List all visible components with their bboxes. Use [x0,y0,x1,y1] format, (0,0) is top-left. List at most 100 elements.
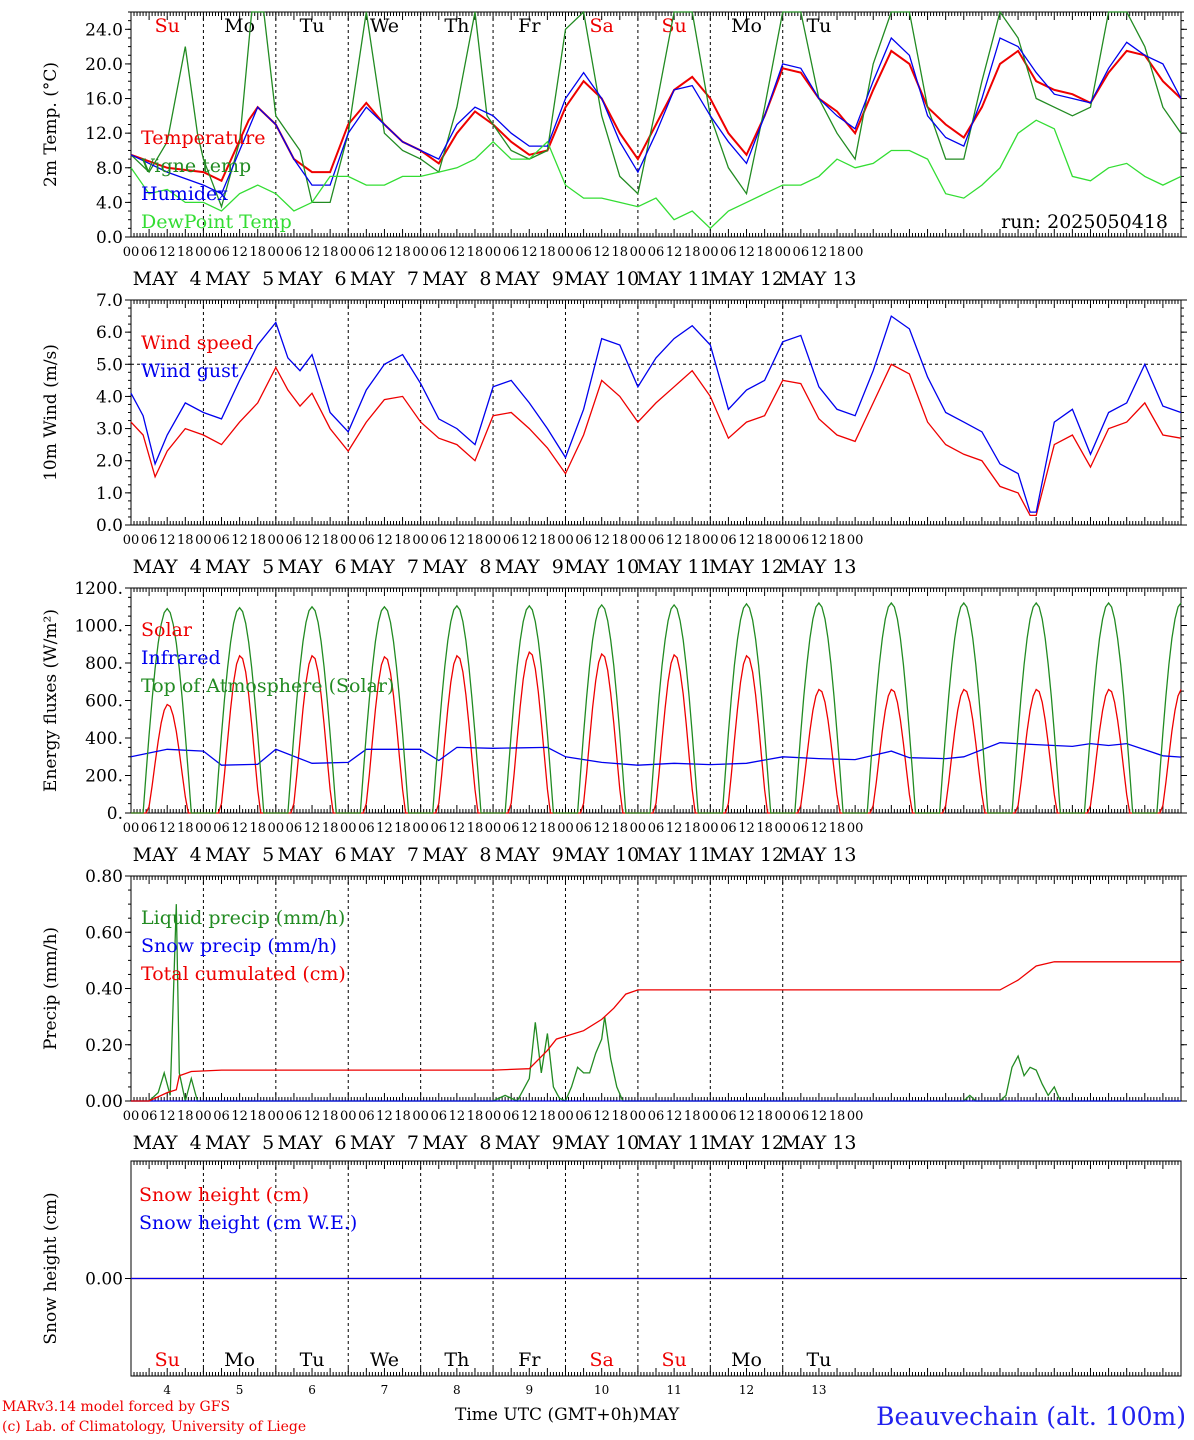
hour-tick-label: 00 [630,533,647,548]
hour-tick-label: 06 [503,245,520,260]
hour-tick-label: 18 [756,1109,773,1124]
legend-entry: Wind speed [141,332,253,354]
legend-entry: Humidex [141,183,228,205]
date-label: MAY 4 [133,844,202,866]
hour-tick-label: 12 [666,1109,683,1124]
date-number: 11 [666,1383,681,1397]
hour-tick-label: 18 [684,245,701,260]
date-number: 13 [811,1383,826,1397]
date-number: 10 [594,1383,609,1397]
hour-tick-label: 18 [394,821,411,836]
hour-tick-label: 12 [159,1109,176,1124]
hour-tick-label: 18 [249,821,266,836]
hour-tick-label: 00 [630,821,647,836]
hour-tick-label: 12 [593,245,610,260]
hour-tick-label: 18 [539,821,556,836]
y-tick-label: 800. [85,654,123,674]
date-label: MAY 6 [277,1132,346,1154]
hour-tick-label: 06 [793,245,810,260]
legend-entry: Solar [141,619,193,641]
y-tick-label: 7.0 [96,291,123,311]
series-line-wind-gust [130,315,1182,513]
hour-tick-label: 18 [322,245,339,260]
hour-tick-label: 18 [177,1109,194,1124]
date-label: MAY 8 [422,844,491,866]
hour-tick-label: 00 [195,1109,212,1124]
hour-tick-label: 18 [177,821,194,836]
hour-tick-label: 00 [702,533,719,548]
lab-credit: (c) Lab. of Climatology, University of L… [2,1419,307,1435]
hour-tick-label: 18 [322,821,339,836]
day-name: Th [444,1349,469,1371]
hour-tick-label: 12 [521,245,538,260]
date-label: MAY 4 [133,1132,202,1154]
hour-tick-label: 06 [213,533,230,548]
hour-tick-label: 06 [430,1109,447,1124]
hour-tick-label: 12 [231,245,248,260]
hour-tick-label: 12 [593,1109,610,1124]
date-label: MAY 4 [133,556,202,578]
panel-1: 0.0 4.0 8.0 12.0 16.0 20.0 24.0 2m Temp. (°C) 00… [41,10,1187,290]
hour-tick-label: 00 [123,245,140,260]
hour-tick-label: 12 [738,821,755,836]
y-tick-label: 0.60 [85,923,123,943]
hour-tick-label: 12 [449,821,466,836]
panel-3: 0. 200. 400. 600. 800. 1000. 1200. Energy fluxe… [41,579,1187,866]
hour-tick-label: 12 [811,245,828,260]
hour-tick-label: 18 [684,821,701,836]
hour-tick-label: 12 [304,821,321,836]
date-label: MAY 12 [709,268,784,290]
hour-tick-label: 06 [286,821,303,836]
hour-tick-label: 18 [829,533,846,548]
hour-tick-label: 12 [666,821,683,836]
hour-tick-label: 06 [430,245,447,260]
day-name: Su [661,1349,686,1371]
y-axis-label: Snow height (cm) [41,1192,61,1344]
y-tick-label: 0. [107,804,123,824]
date-label: MAY 10 [564,1132,639,1154]
hour-tick-label: 00 [557,245,574,260]
hour-tick-label: 06 [648,1109,665,1124]
hour-tick-label: 12 [376,245,393,260]
hour-tick-label: 12 [593,821,610,836]
day-name: Su [155,1349,180,1371]
date-number: 6 [308,1383,316,1397]
hour-tick-label: 00 [268,1109,285,1124]
hour-tick-label: 12 [376,821,393,836]
series-line-temperature [130,49,1182,183]
hour-tick-label: 12 [159,533,176,548]
hour-tick-label: 18 [829,245,846,260]
y-tick-label: 4.0 [96,387,123,407]
date-label: MAY 10 [564,268,639,290]
hour-tick-label: 00 [412,1109,429,1124]
day-name: We [370,15,399,37]
hour-tick-label: 18 [756,533,773,548]
date-number: 7 [381,1383,389,1397]
date-label: MAY 10 [564,556,639,578]
hour-tick-label: 18 [612,821,629,836]
hour-tick-label: 12 [738,533,755,548]
hour-tick-label: 00 [123,533,140,548]
series-line-dewpoint-temp [130,119,1182,230]
hour-tick-label: 06 [213,821,230,836]
hour-tick-label: 00 [195,821,212,836]
y-tick-label: 0.0 [96,516,123,536]
hour-tick-label: 06 [141,1109,158,1124]
day-name: Tu [300,1349,325,1371]
y-tick-label: 1200. [74,579,123,599]
day-name: We [370,1349,399,1371]
hour-tick-label: 00 [485,1109,502,1124]
hour-tick-label: 12 [231,1109,248,1124]
date-label: MAY 9 [495,844,564,866]
hour-tick-label: 18 [467,821,484,836]
hour-tick-label: 18 [394,533,411,548]
hour-tick-label: 06 [720,245,737,260]
time-axis-label: Time UTC (GMT+0h)MAY [455,1405,680,1425]
date-label: MAY 8 [422,268,491,290]
hour-tick-label: 06 [575,821,592,836]
hour-tick-label: 18 [539,1109,556,1124]
hour-tick-label: 00 [412,245,429,260]
hour-tick-label: 00 [557,533,574,548]
date-label: MAY 5 [205,844,274,866]
hour-tick-label: 00 [340,533,357,548]
